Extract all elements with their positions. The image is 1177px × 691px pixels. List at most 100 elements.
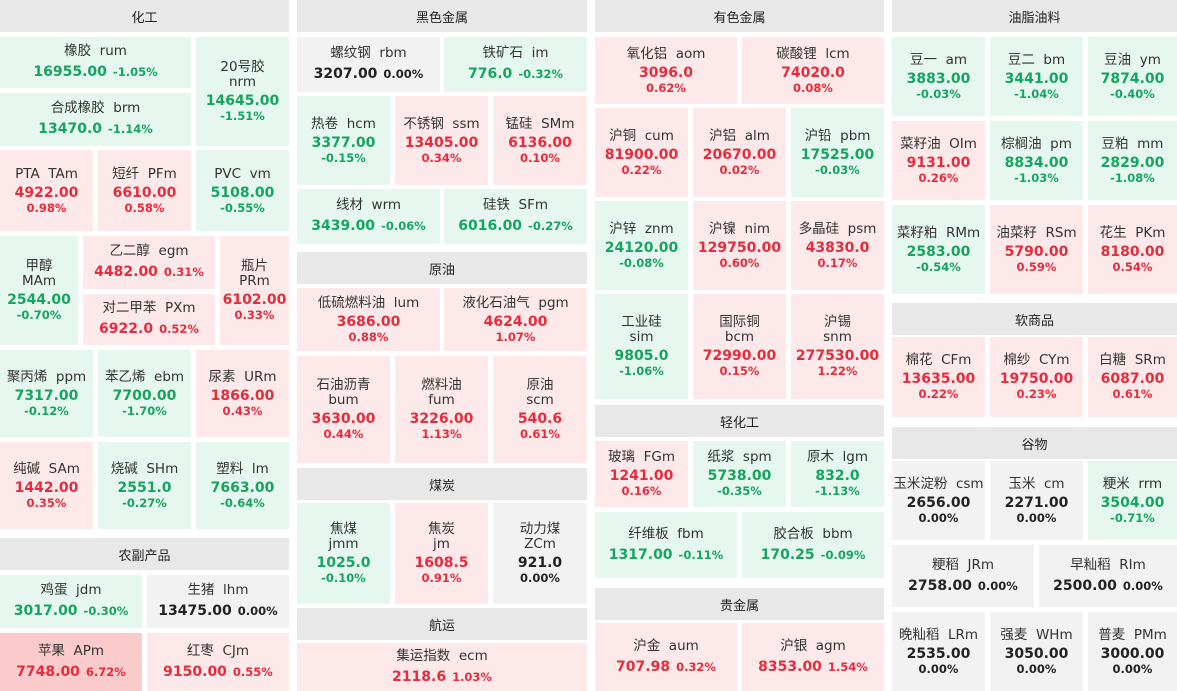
contract-tile-rum[interactable]: 橡胶 rum 16955.00 -1.05%: [0, 37, 191, 88]
contract-tile-ssm[interactable]: 不锈钢 ssm 13405.00 0.34%: [395, 96, 488, 185]
contract-tile-nim[interactable]: 沪镍 nim 129750.00 0.60%: [693, 201, 786, 290]
contract-tile-tam[interactable]: PTA TAm 4922.00 0.98%: [0, 150, 93, 231]
change-percent: 0.58%: [124, 200, 165, 215]
contract-tile-smm[interactable]: 锰硅 SMm 6136.00 0.10%: [493, 96, 587, 185]
change-percent: 0.59%: [1016, 259, 1057, 274]
contract-tile-sam[interactable]: 纯碱 SAm 1442.00 0.35%: [0, 442, 93, 529]
change-percent: -0.71%: [1110, 510, 1155, 525]
contract-tile-fbm[interactable]: 纤维板 fbm 1317.00 -0.11%: [595, 512, 737, 578]
contract-tile-aum[interactable]: 沪金 aum 707.98 0.32%: [595, 623, 737, 691]
contract-tile-rrm[interactable]: 粳米 rrm 3504.00 -0.71%: [1088, 461, 1177, 540]
contract-tile-rmm[interactable]: 菜籽粕 RMm 2583.00 -0.54%: [892, 205, 985, 294]
quote-values: 43830.0 0.17%: [806, 240, 870, 270]
contract-tile-shm[interactable]: 烧碱 SHm 2551.0 -0.27%: [98, 442, 191, 529]
contract-tile-rsm[interactable]: 油菜籽 RSm 5790.00 0.59%: [990, 205, 1083, 294]
last-price: 6610.00: [112, 184, 177, 201]
contract-tile-ym[interactable]: 豆油 ym 7874.00 -0.40%: [1088, 37, 1177, 116]
contract-tile-lgm[interactable]: 原木 lgm 832.0 -1.13%: [791, 441, 884, 507]
contract-tile-jdm[interactable]: 鸡蛋 jdm 3017.00 -0.30%: [0, 575, 142, 628]
contract-tile-znm[interactable]: 沪锌 znm 24120.00 -0.08%: [595, 201, 688, 290]
contract-tile-apm[interactable]: 苹果 APm 7748.00 6.72%: [0, 633, 142, 691]
change-percent: 0.16%: [621, 484, 662, 498]
contract-tile-agm[interactable]: 沪银 agm 8353.00 1.54%: [742, 623, 884, 691]
contract-tile-lrm[interactable]: 晚籼稻 LRm 2535.00 0.00%: [892, 612, 985, 691]
contract-tile-cjm[interactable]: 红枣 CJm 9150.00 0.55%: [147, 633, 289, 691]
last-price: 6016.00: [458, 218, 523, 234]
contract-tile-ecm[interactable]: 集运指数 ecm 2118.6 1.03%: [297, 643, 587, 691]
contract-tile-hcm[interactable]: 热卷 hcm 3377.00 -0.15%: [297, 96, 390, 185]
contract-tile-olm[interactable]: 菜籽油 OIm 9131.00 0.26%: [892, 121, 985, 200]
change-percent: 0.02%: [719, 162, 760, 177]
last-price: 170.25: [760, 546, 815, 563]
contract-tile-ppm[interactable]: 聚丙烯 ppm 7317.00 -0.12%: [0, 350, 93, 437]
contract-tile-jmm[interactable]: 焦煤 jmm 1025.0 -0.10%: [297, 503, 390, 604]
contract-tile-pxm[interactable]: 对二甲苯 PXm 6922.0 0.52%: [83, 294, 215, 345]
contract-tile-zcm[interactable]: 动力煤 ZCm 921.0 0.00%: [493, 503, 587, 604]
contract-tile-aom[interactable]: 氧化铝 aom 3096.0 0.62%: [595, 37, 737, 104]
contract-tile-brm[interactable]: 合成橡胶 brm 13470.0 -1.14%: [0, 93, 191, 146]
contract-tile-pmm[interactable]: 普麦 PMm 3000.00 0.00%: [1088, 612, 1177, 691]
change-percent: -1.03%: [1014, 170, 1059, 185]
contract-tile-bcm[interactable]: 国际铜 bcm 72990.00 0.15%: [693, 294, 786, 399]
contract-tile-spm[interactable]: 纸浆 spm 5738.00 -0.35%: [693, 441, 786, 507]
contract-tile-am[interactable]: 豆一 am 3883.00 -0.03%: [892, 37, 985, 116]
contract-tile-pgm[interactable]: 液化石油气 pgm 4624.00 1.07%: [444, 288, 587, 351]
last-price: 6102.00: [222, 292, 287, 308]
contract-tile-nrm[interactable]: 20号胶 nrm 14645.00 -1.51%: [196, 37, 289, 146]
contract-tile-alm[interactable]: 沪铝 alm 20670.00 0.02%: [693, 108, 786, 197]
contract-tile-pm[interactable]: 棕榈油 pm 8834.00 -1.03%: [990, 121, 1083, 200]
contract-tile-cum[interactable]: 沪铜 cum 81900.00 0.22%: [595, 108, 688, 197]
contract-name: 聚丙烯 ppm: [6, 368, 87, 385]
contract-tile-cm[interactable]: 玉米 cm 2271.00 0.00%: [990, 461, 1083, 540]
last-price: 3686.00: [336, 313, 401, 330]
contract-name: 普麦 PMm: [1098, 626, 1167, 643]
contract-tile-cfm[interactable]: 棉花 CFm 13635.00 0.22%: [892, 337, 985, 417]
change-percent: -0.11%: [678, 547, 724, 562]
last-price: 776.0: [468, 66, 513, 82]
section-header-agri: 农副产品: [0, 538, 289, 570]
contract-tile-egm[interactable]: 乙二醇 egm 4482.00 0.31%: [83, 236, 215, 289]
contract-tile-pfm[interactable]: 短纤 PFm 6610.00 0.58%: [98, 150, 191, 231]
contract-tile-fum[interactable]: 燃料油 fum 3226.00 1.13%: [395, 356, 488, 463]
contract-tile-rim[interactable]: 早籼稻 RIm 2500.00 0.00%: [1039, 545, 1177, 607]
contract-tile-sim[interactable]: 工业硅 sim 9805.0 -1.06%: [595, 294, 688, 399]
contract-tile-jrm[interactable]: 粳稻 JRm 2758.00 0.00%: [892, 545, 1034, 607]
contract-tile-urm[interactable]: 尿素 URm 1866.00 0.43%: [196, 350, 289, 437]
contract-tile-prm[interactable]: 瓶片 PRm 6102.00 0.33%: [220, 236, 289, 345]
contract-name: 低硫燃料油 lum: [317, 294, 420, 311]
contract-tile-lcm[interactable]: 碳酸锂 lcm 74020.0 0.08%: [742, 37, 884, 104]
contract-tile-lum[interactable]: 低硫燃料油 lum 3686.00 0.88%: [297, 288, 440, 351]
contract-tile-bm[interactable]: 豆二 bm 3441.00 -1.04%: [990, 37, 1083, 116]
contract-tile-sfm[interactable]: 硅铁 SFm 6016.00 -0.27%: [444, 189, 587, 244]
contract-tile-mam[interactable]: 甲醇 MAm 2544.00 -0.70%: [0, 236, 78, 345]
contract-tile-pbm[interactable]: 沪铅 pbm 17525.00 -0.03%: [791, 108, 884, 197]
contract-tile-lhm[interactable]: 生猪 lhm 13475.00 0.00%: [147, 575, 289, 628]
change-percent: 0.00%: [520, 571, 560, 585]
contract-tile-bum[interactable]: 石油沥青 bum 3630.00 0.44%: [297, 356, 390, 463]
contract-tile-jm[interactable]: 焦炭 jm 1608.5 0.91%: [395, 503, 488, 604]
last-price: 7663.00: [210, 479, 275, 496]
contract-tile-snm[interactable]: 沪锡 snm 277530.00 1.22%: [791, 294, 884, 399]
contract-tile-mm[interactable]: 豆粕 mm 2829.00 -1.08%: [1088, 121, 1177, 200]
contract-tile-im[interactable]: 铁矿石 im 776.0 -0.32%: [444, 37, 587, 92]
contract-tile-srm[interactable]: 白糖 SRm 6087.00 0.61%: [1088, 337, 1177, 417]
contract-tile-ebm[interactable]: 苯乙烯 ebm 7700.00 -1.70%: [98, 350, 191, 437]
change-percent: 0.00%: [237, 604, 278, 618]
contract-tile-scm[interactable]: 原油 scm 540.6 0.61%: [493, 356, 587, 463]
contract-code: bum: [328, 392, 359, 408]
contract-tile-lm[interactable]: 塑料 lm 7663.00 -0.64%: [196, 442, 289, 529]
contract-tile-csm[interactable]: 玉米淀粉 csm 2656.00 0.00%: [892, 461, 985, 540]
contract-tile-wrm[interactable]: 线材 wrm 3439.00 -0.06%: [297, 189, 440, 244]
contract-tile-whm[interactable]: 强麦 WHm 3050.00 0.00%: [990, 612, 1083, 691]
contract-tile-cym[interactable]: 棉纱 CYm 19750.00 0.23%: [990, 337, 1083, 417]
contract-tile-bbm[interactable]: 胶合板 bbm 170.25 -0.09%: [742, 512, 884, 578]
contract-tile-pkm[interactable]: 花生 PKm 8180.00 0.54%: [1088, 205, 1177, 294]
contract-tile-vm[interactable]: PVC vm 5108.00 -0.55%: [196, 150, 289, 231]
section-header-ferrous: 黑色金属: [297, 0, 587, 32]
last-price: 2271.00: [1004, 494, 1069, 511]
contract-tile-psm[interactable]: 多晶硅 psm 43830.0 0.17%: [791, 201, 884, 290]
change-percent: -0.54%: [916, 259, 961, 274]
contract-tile-fgm[interactable]: 玻璃 FGm 1241.00 0.16%: [595, 441, 688, 507]
change-percent: 0.00%: [977, 578, 1018, 593]
contract-tile-rbm[interactable]: 螺纹钢 rbm 3207.00 0.00%: [297, 37, 440, 92]
